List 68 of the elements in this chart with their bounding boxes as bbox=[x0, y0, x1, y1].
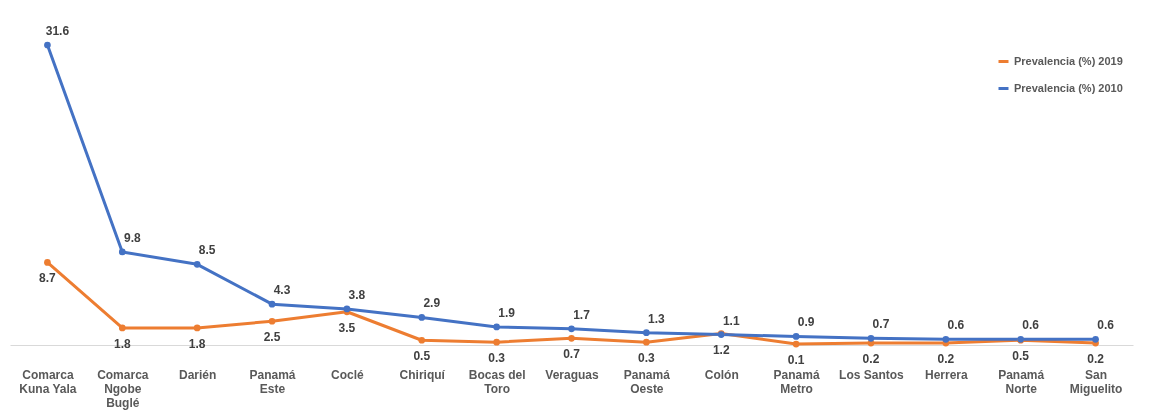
data-label: 2.5 bbox=[263, 330, 281, 345]
data-label: 0.6 bbox=[947, 318, 965, 333]
data-label: 2.9 bbox=[423, 296, 441, 311]
data-label: 0.5 bbox=[1012, 349, 1030, 364]
data-label: 1.9 bbox=[498, 305, 516, 320]
point bbox=[643, 338, 650, 346]
point bbox=[44, 41, 51, 49]
point bbox=[268, 317, 276, 325]
point bbox=[418, 314, 426, 321]
data-label: 0.2 bbox=[862, 352, 880, 367]
data-label: 4.3 bbox=[273, 283, 291, 298]
point bbox=[1092, 335, 1099, 343]
point bbox=[942, 335, 950, 343]
legend-label: Prevalencia (%) 2010 bbox=[1014, 81, 1123, 94]
x-tick-label: Comarca Ngobe Buglé bbox=[97, 367, 149, 410]
point bbox=[268, 300, 276, 308]
x-tick-label: Darién bbox=[178, 367, 217, 382]
x-tick-label: Chiriquí bbox=[399, 367, 446, 382]
data-label: 31.6 bbox=[45, 24, 70, 38]
data-label: 8.7 bbox=[39, 271, 57, 286]
x-tick-label: San Miguelito bbox=[1069, 367, 1123, 396]
data-label: 0.2 bbox=[937, 352, 955, 367]
data-label: 1.3 bbox=[648, 311, 666, 326]
point bbox=[418, 336, 426, 344]
point bbox=[643, 329, 650, 337]
x-tick-label: Colón bbox=[704, 367, 739, 382]
point bbox=[867, 335, 875, 342]
data-label: 3.8 bbox=[348, 287, 366, 302]
data-label: 0.9 bbox=[797, 315, 815, 330]
x-tick-label: Comarca Kuna Yala bbox=[19, 367, 77, 396]
x-tick-label: Panamá Este bbox=[249, 367, 296, 396]
point bbox=[792, 340, 800, 348]
data-label: 1.1 bbox=[722, 313, 740, 328]
data-label: 1.8 bbox=[188, 336, 206, 351]
x-tick-label: Panamá Oeste bbox=[623, 367, 671, 396]
data-label: 1.8 bbox=[113, 336, 131, 351]
point bbox=[118, 324, 126, 332]
data-label: 1.7 bbox=[573, 307, 591, 322]
data-label: 0.3 bbox=[638, 351, 656, 366]
x-tick-label: Herrera bbox=[924, 367, 969, 382]
data-label: 8.5 bbox=[198, 243, 216, 258]
point bbox=[44, 259, 51, 266]
data-label: 0.2 bbox=[1087, 352, 1105, 367]
point bbox=[193, 324, 201, 332]
data-label: 0.6 bbox=[1022, 318, 1040, 333]
data-label: 3.5 bbox=[338, 320, 356, 335]
data-label: 0.7 bbox=[563, 347, 581, 362]
point bbox=[118, 248, 126, 256]
data-label: 0.1 bbox=[787, 353, 805, 368]
point bbox=[568, 325, 575, 333]
data-label: 0.7 bbox=[872, 317, 890, 332]
x-tick-label: Panamá Norte bbox=[998, 367, 1045, 396]
data-label: 0.6 bbox=[1097, 318, 1115, 333]
data-label: 0.5 bbox=[413, 349, 431, 364]
data-label: 1.2 bbox=[712, 342, 730, 357]
data-label: 9.8 bbox=[123, 230, 141, 245]
x-tick-label: Coclé bbox=[331, 367, 365, 382]
data-label: 0.3 bbox=[488, 351, 506, 366]
x-tick-label: Veraguas bbox=[545, 367, 600, 382]
x-tick-label: Bocas del Toro bbox=[468, 367, 526, 396]
legend-label: Prevalencia (%) 2019 bbox=[1014, 54, 1123, 67]
point bbox=[792, 333, 800, 340]
point bbox=[493, 338, 500, 346]
point bbox=[193, 260, 201, 268]
point bbox=[568, 335, 575, 342]
x-tick-label: Panamá Metro bbox=[773, 367, 820, 396]
x-tick-label: Los Santos bbox=[839, 367, 905, 382]
point bbox=[493, 323, 500, 331]
